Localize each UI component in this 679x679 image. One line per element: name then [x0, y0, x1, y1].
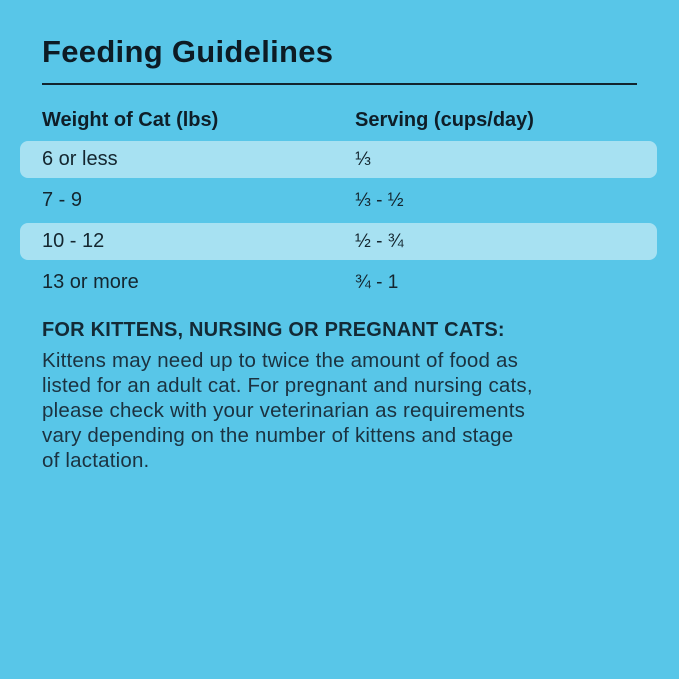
- kittens-note-heading: FOR KITTENS, NURSING OR PREGNANT CATS:: [42, 319, 505, 341]
- table-header-row: Weight of Cat (lbs) Serving (cups/day): [20, 109, 657, 132]
- table-row: 10 - 12 ½ - ¾: [20, 223, 657, 260]
- table-row: 6 or less ⅓: [20, 141, 657, 178]
- table-row: 13 or more ¾ - 1: [20, 264, 657, 301]
- table-row: 7 - 9 ⅓ - ½: [20, 182, 657, 219]
- feeding-table: Weight of Cat (lbs) Serving (cups/day) 6…: [0, 109, 679, 301]
- serving-cell: ⅓: [355, 148, 371, 170]
- weight-cell: 10 - 12: [42, 230, 105, 252]
- serving-cell: ⅓ - ½: [355, 189, 404, 211]
- weight-cell: 6 or less: [42, 148, 118, 170]
- column-header-serving: Serving (cups/day): [355, 109, 534, 131]
- weight-cell: 7 - 9: [42, 189, 83, 211]
- kittens-note-body: Kittens may need up to twice the amount …: [42, 349, 533, 472]
- column-header-weight: Weight of Cat (lbs): [42, 109, 219, 131]
- serving-cell: ¾ - 1: [355, 271, 399, 293]
- page-title: Feeding Guidelines: [42, 34, 334, 69]
- serving-cell: ½ - ¾: [355, 230, 404, 252]
- kittens-note: FOR KITTENS, NURSING OR PREGNANT CATS: K…: [42, 319, 637, 473]
- title-underline: [42, 83, 637, 85]
- weight-cell: 13 or more: [42, 271, 139, 293]
